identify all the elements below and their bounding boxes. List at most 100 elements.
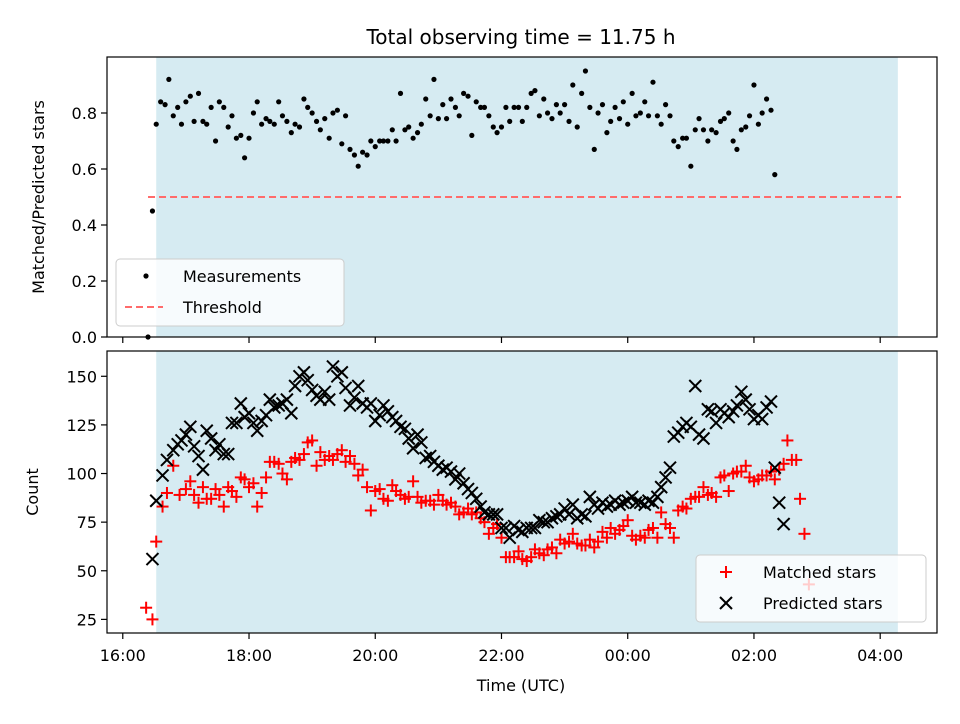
measurement-point <box>507 118 513 124</box>
predicted-star-point <box>221 447 235 461</box>
matched-star-point <box>646 521 659 534</box>
matched-star-point <box>680 502 693 515</box>
x-tick-label: 20:00 <box>352 646 398 665</box>
predicted-star-point <box>646 495 660 510</box>
matched-star-point <box>213 488 226 501</box>
predicted-star-point <box>562 507 576 522</box>
predicted-star-point <box>755 412 769 426</box>
predicted-star-point <box>234 396 248 411</box>
measurement-point <box>717 118 724 124</box>
ratio-legend: Measurements Threshold <box>115 258 345 327</box>
measurement-point <box>309 110 315 116</box>
measurement-point <box>216 99 222 105</box>
count-y-label: Count <box>23 468 42 516</box>
measurement-point <box>696 116 702 122</box>
matched-star-point <box>184 475 197 488</box>
measurement-point <box>452 104 459 110</box>
measurement-point <box>402 127 408 133</box>
measurement-point <box>448 96 454 102</box>
matched-star-point <box>247 477 260 490</box>
measurement-point <box>721 116 727 122</box>
measurement-point <box>276 99 282 105</box>
measurement-point <box>599 102 606 108</box>
predicted-star-point <box>730 398 744 413</box>
predicted-star-point <box>271 398 286 413</box>
ratio-legend-box <box>115 258 345 327</box>
legend-matched-label: Matched stars <box>763 563 876 582</box>
matched-star-point <box>600 531 613 544</box>
matched-star-point <box>550 547 563 560</box>
measurement-point <box>191 118 197 124</box>
matched-star-point <box>272 457 285 470</box>
measurement-point <box>250 110 257 116</box>
measurement-point <box>486 113 492 119</box>
predicted-star-point <box>297 365 311 380</box>
count-legend-box <box>695 554 927 623</box>
legend-measurements-label: Measurements <box>183 267 301 286</box>
predicted-star-point <box>511 523 526 537</box>
matched-star-point <box>364 504 377 517</box>
measurement-point <box>579 90 585 96</box>
measurement-point <box>292 121 298 127</box>
predicted-star-point <box>654 480 668 494</box>
matched-star-point <box>251 500 264 513</box>
y-tick-label: 0.6 <box>72 160 97 179</box>
matched-star-point <box>361 481 374 494</box>
measurement-point <box>730 138 736 144</box>
matched-star-point <box>722 485 735 498</box>
predicted-star-point <box>208 443 223 457</box>
measurement-point <box>700 127 707 133</box>
matched-star-point <box>449 500 462 513</box>
predicted-star-point <box>288 379 302 393</box>
measurement-point <box>608 118 614 124</box>
measurement-point <box>709 127 715 133</box>
measurement-point <box>768 107 774 113</box>
predicted-star-point <box>372 408 387 422</box>
predicted-star-point <box>254 414 269 428</box>
matched-star-point <box>592 535 605 548</box>
measurement-point <box>334 107 340 113</box>
measurement-point <box>473 99 479 105</box>
measurement-point <box>166 76 172 82</box>
measurement-point <box>385 138 391 144</box>
measurement-point <box>582 68 589 74</box>
measurement-point <box>478 104 484 110</box>
matched-star-point <box>373 483 386 496</box>
measurement-point <box>574 124 580 130</box>
x-axis-label: Time (UTC) <box>476 676 565 695</box>
matched-star-point <box>739 459 752 472</box>
measurement-point <box>726 110 732 116</box>
predicted-star-point <box>381 404 395 418</box>
predicted-star-point <box>200 424 214 438</box>
matched-star-point <box>179 483 192 496</box>
count-legend: Matched stars Predicted stars <box>695 554 927 623</box>
predicted-star-point <box>759 400 774 415</box>
matched-star-point <box>798 527 811 540</box>
measurement-point <box>759 110 765 116</box>
matched-star-point <box>160 486 173 499</box>
measurement-point <box>549 116 555 122</box>
predicted-star-point <box>658 470 673 485</box>
measurement-point <box>406 124 412 130</box>
y-tick-label: 150 <box>66 367 97 386</box>
measurement-point <box>456 113 462 119</box>
predicted-star-point <box>532 513 547 527</box>
matched-star-point <box>196 481 209 494</box>
measurement-point <box>364 152 370 158</box>
predicted-star-point <box>225 416 239 430</box>
predicted-star-point <box>772 495 786 510</box>
predicted-star-point <box>625 490 639 504</box>
matched-star-point <box>563 535 576 548</box>
predicted-star-point <box>284 406 299 420</box>
measurement-point <box>288 130 294 136</box>
matched-star-point <box>583 533 596 546</box>
measurement-point <box>360 149 366 155</box>
measurement-point <box>347 146 353 152</box>
predicted-star-point <box>688 379 702 393</box>
matched-star-point <box>217 500 230 513</box>
matched-star-point <box>150 535 163 548</box>
predicted-star-point <box>776 517 791 531</box>
matched-star-point <box>697 481 710 494</box>
measurement-point <box>498 124 505 130</box>
